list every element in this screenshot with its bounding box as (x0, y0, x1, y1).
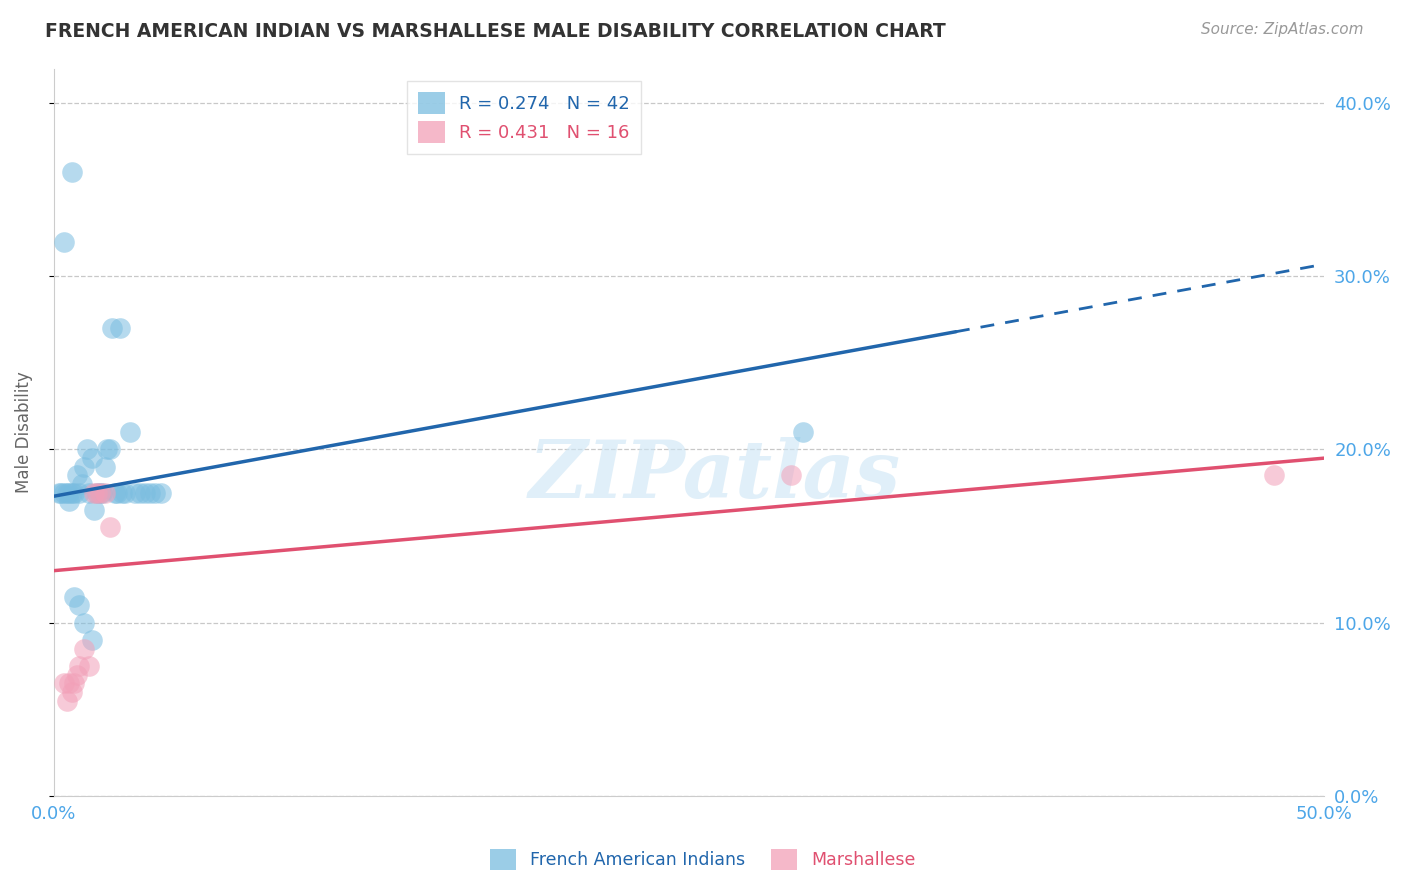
Point (63, 676, 86, 690)
Point (66, 667, 89, 681)
Point (105, 485, 128, 500)
Point (104, 485, 127, 500)
Point (53, 676, 76, 690)
Point (80, 632, 103, 647)
Point (145, 485, 167, 500)
Point (55, 693, 77, 707)
Point (53, 485, 76, 500)
Text: Source: ZipAtlas.com: Source: ZipAtlas.com (1201, 22, 1364, 37)
Legend: R = 0.274   N = 42, R = 0.431   N = 16: R = 0.274 N = 42, R = 0.431 N = 16 (406, 81, 641, 154)
Point (1263, 468, 1285, 483)
Point (67, 659, 90, 673)
Point (58, 494, 80, 508)
Point (98, 520, 121, 534)
Point (67, 485, 90, 500)
Point (83, 485, 105, 500)
Point (108, 321, 131, 335)
Point (124, 485, 146, 500)
Point (134, 485, 156, 500)
Point (149, 485, 172, 500)
Point (80, 451, 103, 466)
Point (91, 485, 114, 500)
Point (83, 503, 105, 517)
Text: ZIPatlas: ZIPatlas (529, 437, 901, 515)
Point (53, 235, 76, 249)
Point (48, 485, 70, 500)
Point (101, 321, 124, 335)
Point (96, 442, 118, 457)
Point (73, 615, 96, 630)
Point (73, 459, 96, 474)
Point (129, 485, 152, 500)
Point (51, 485, 73, 500)
Point (120, 425, 142, 439)
Text: FRENCH AMERICAN INDIAN VS MARSHALLESE MALE DISABILITY CORRELATION CHART: FRENCH AMERICAN INDIAN VS MARSHALLESE MA… (45, 22, 946, 41)
Point (779, 468, 801, 483)
Y-axis label: Male Disability: Male Disability (15, 371, 32, 493)
Point (114, 485, 136, 500)
Point (93, 459, 115, 474)
Point (66, 468, 89, 483)
Point (139, 485, 162, 500)
Point (86, 485, 108, 500)
Legend: French American Indians, Marshallese: French American Indians, Marshallese (482, 840, 924, 879)
Point (89, 485, 111, 500)
Point (79, 659, 101, 673)
Point (60, 165, 83, 179)
Point (792, 425, 814, 439)
Point (60, 685, 83, 699)
Point (89, 485, 111, 500)
Point (76, 442, 98, 457)
Point (79, 485, 101, 500)
Point (63, 590, 86, 604)
Point (73, 641, 96, 656)
Point (70, 477, 93, 491)
Point (58, 676, 80, 690)
Point (67, 599, 90, 613)
Point (86, 485, 108, 500)
Point (63, 485, 86, 500)
Point (98, 442, 121, 457)
Point (111, 485, 134, 500)
Point (60, 485, 83, 500)
Point (58, 485, 80, 500)
Point (93, 485, 115, 500)
Point (55, 485, 77, 500)
